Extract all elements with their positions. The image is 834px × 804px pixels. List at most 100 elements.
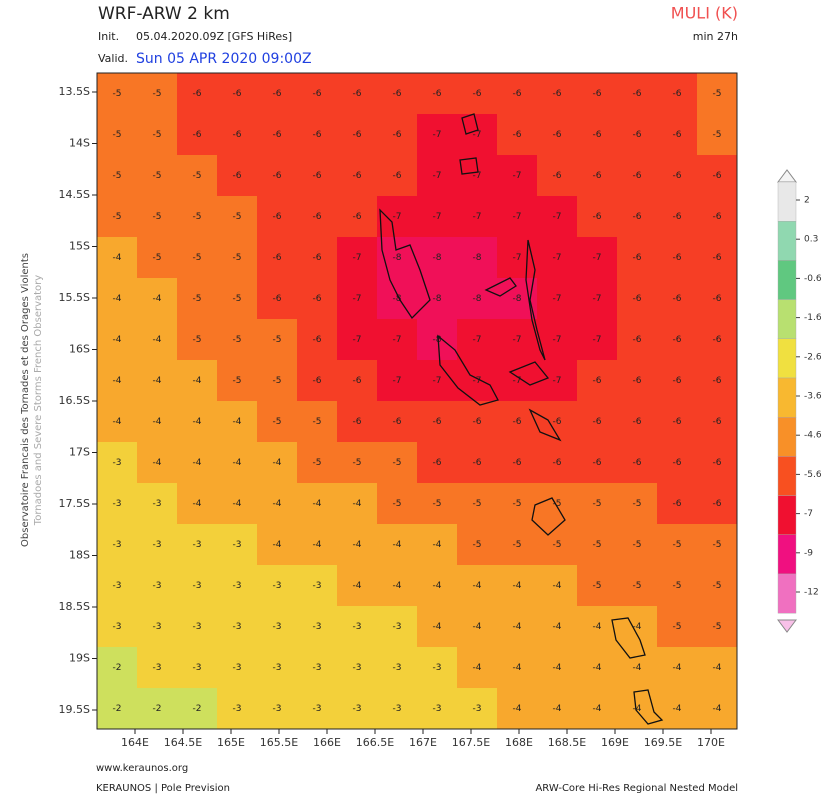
field-value: -4 xyxy=(513,581,522,591)
field-cell xyxy=(497,647,538,689)
field-cell xyxy=(257,155,298,197)
field-cell xyxy=(657,114,698,156)
field-cell xyxy=(337,401,378,443)
field-value: -5 xyxy=(193,335,202,345)
field-value: -7 xyxy=(473,130,482,140)
field-cell xyxy=(697,155,738,197)
field-cell xyxy=(617,360,658,402)
field-value: -7 xyxy=(473,212,482,222)
field-cell xyxy=(617,114,658,156)
field-value: -6 xyxy=(473,417,482,427)
field-cell xyxy=(137,278,178,320)
field-value: -7 xyxy=(433,171,442,181)
lead-time: min 27h xyxy=(693,30,738,43)
field-cell xyxy=(457,360,498,402)
field-cell xyxy=(537,237,578,279)
coastlines xyxy=(379,113,664,725)
field-value: -7 xyxy=(553,335,562,345)
field-cell xyxy=(537,442,578,484)
field-cell xyxy=(657,196,698,238)
field-value: -5 xyxy=(713,130,722,140)
field-cell xyxy=(617,155,658,197)
field-value: -4 xyxy=(593,663,602,673)
field-value: -6 xyxy=(713,376,722,386)
axes: 13.5S 14S 14.5S 15S 15.5S 16S 16.5S 17S 17.5S 18S… xyxy=(59,85,726,749)
field-cell xyxy=(97,442,138,484)
lon-label: 170E xyxy=(697,736,725,749)
field-cell xyxy=(617,483,658,525)
field-cell xyxy=(297,647,338,689)
side-label: Tornadoes and Severe Storms French Obser… xyxy=(33,275,44,526)
field-value: -8 xyxy=(433,294,442,304)
field-cell xyxy=(577,524,618,566)
field-cell xyxy=(577,401,618,443)
field: -5 -5 -6 -6 -6 -6 -6 -6 -6 -6 -6 -6 -6 -6 -6 -5 -5 -5 -6 -6… xyxy=(97,73,738,730)
field-value: -4 xyxy=(633,663,642,673)
field-value: -5 xyxy=(713,581,722,591)
field-value: -4 xyxy=(713,704,722,714)
field-value: -6 xyxy=(673,499,682,509)
colorbar-label: 0.3 xyxy=(804,235,818,245)
field-value: -4 xyxy=(713,663,722,673)
field-cell xyxy=(697,483,738,525)
field-cell xyxy=(537,155,578,197)
field-cell xyxy=(697,73,738,115)
field-value: -8 xyxy=(393,294,402,304)
field-cell xyxy=(337,483,378,525)
field-cell xyxy=(417,483,458,525)
field-value: -3 xyxy=(113,499,122,509)
field-cell xyxy=(217,114,258,156)
field-value: -5 xyxy=(153,253,162,263)
field-value: -3 xyxy=(313,622,322,632)
lon-label: 167.5E xyxy=(452,736,490,749)
field-cell xyxy=(577,114,618,156)
field-value: -6 xyxy=(313,294,322,304)
field-cell xyxy=(297,360,338,402)
lon-label: 166.5E xyxy=(356,736,394,749)
field-cell xyxy=(697,688,738,730)
lat-label: 15S xyxy=(69,240,90,253)
valid-value: Sun 05 APR 2020 09:00Z xyxy=(136,51,312,67)
field-cell xyxy=(537,688,578,730)
field-cell xyxy=(457,565,498,607)
field-cell xyxy=(297,319,338,361)
field-cell xyxy=(257,319,298,361)
field-value: -6 xyxy=(433,417,442,427)
field-value: -5 xyxy=(153,171,162,181)
field-value: -6 xyxy=(673,417,682,427)
field-value: -4 xyxy=(433,622,442,632)
lat-label: 16.5S xyxy=(59,394,90,407)
field-cell xyxy=(177,565,218,607)
lon-label: 169.5E xyxy=(644,736,682,749)
field-cell xyxy=(697,278,738,320)
field-value: -7 xyxy=(513,171,522,181)
field-value: -6 xyxy=(593,89,602,99)
field-value: -6 xyxy=(633,376,642,386)
field-value: -6 xyxy=(513,417,522,427)
field-value: -7 xyxy=(393,335,402,345)
field-cell xyxy=(337,524,378,566)
lat-label: 14S xyxy=(69,137,90,150)
field-value: -6 xyxy=(633,130,642,140)
field-cell xyxy=(97,524,138,566)
field-value: -6 xyxy=(633,171,642,181)
field-cell xyxy=(657,483,698,525)
field-cell xyxy=(257,524,298,566)
field-value: -6 xyxy=(713,212,722,222)
field-value: -5 xyxy=(513,499,522,509)
field-cell xyxy=(337,319,378,361)
field-value: -5 xyxy=(193,171,202,181)
field-cell xyxy=(97,196,138,238)
field-cell xyxy=(297,401,338,443)
field-value: -6 xyxy=(233,130,242,140)
field-cell xyxy=(297,196,338,238)
field-value: -4 xyxy=(153,294,162,304)
field-cell xyxy=(337,442,378,484)
field-value: -8 xyxy=(513,294,522,304)
field-value: -3 xyxy=(193,581,202,591)
field-cell xyxy=(457,524,498,566)
field-cell xyxy=(657,73,698,115)
field-cell xyxy=(417,688,458,730)
field-value: -6 xyxy=(713,499,722,509)
field-value: -4 xyxy=(273,499,282,509)
